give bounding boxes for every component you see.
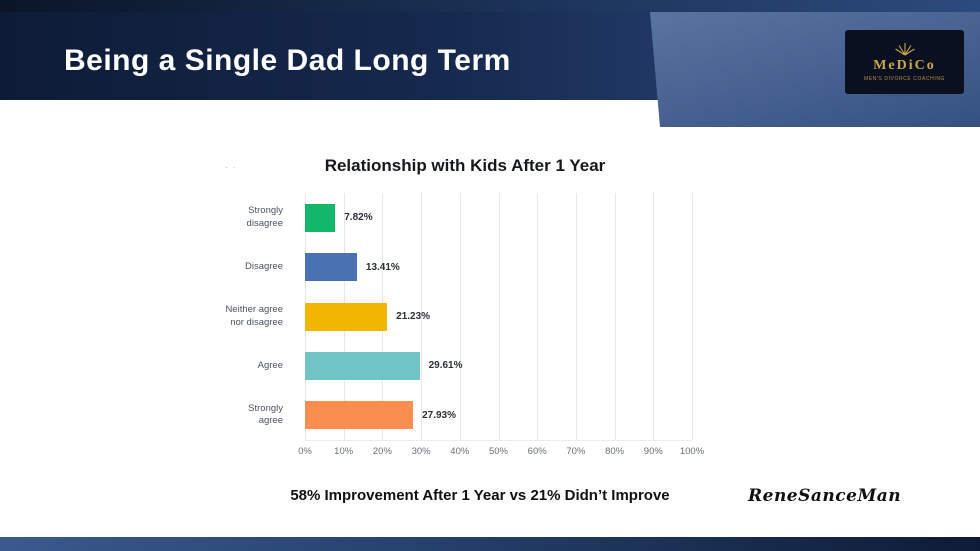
x-tick-label: 90% <box>643 446 663 457</box>
gridline <box>498 193 500 440</box>
bar-value-label: 13.41% <box>365 261 400 273</box>
gridline <box>653 193 655 440</box>
slide-title: Being a Single Dad Long Term <box>64 44 511 77</box>
bar-row: 27.93% <box>305 391 692 440</box>
top-edge-strip <box>0 0 980 12</box>
crown-icon <box>893 42 917 56</box>
category-label: Agree <box>257 359 283 371</box>
x-tick-label: 80% <box>605 446 625 457</box>
medico-logo: MeDiCo MEN'S DIVORCE COACHING <box>845 30 964 94</box>
bar-row: 13.41% <box>305 242 692 291</box>
gridline <box>692 193 693 440</box>
summary-note: 58% Improvement After 1 Year vs 21% Didn… <box>290 487 670 504</box>
logo-subtitle: MEN'S DIVORCE COACHING <box>863 75 946 82</box>
x-tick-label: 70% <box>566 446 586 457</box>
category-label: Strongly agree <box>248 402 283 427</box>
category-labels: Strongly disagree Disagree Neither agree n… <box>225 193 295 440</box>
bar-value-label: 21.23% <box>396 311 431 323</box>
bar <box>305 401 414 430</box>
gridline <box>459 193 461 440</box>
chart-title: Relationship with Kids After 1 Year <box>324 156 606 175</box>
logo-name: MeDiCo <box>873 58 936 74</box>
bar-rows: 7.82% 13.41% 21.23% 29.61% 27.93% <box>305 193 692 440</box>
x-axis: 0% 10% 20% 30% 40% 50% 60% 70% 80% 90% 100% <box>298 446 704 460</box>
gridline <box>421 193 423 440</box>
bar <box>305 302 388 331</box>
bar-chart: · · Relationship with Kids After 1 Year … <box>225 148 715 478</box>
x-tick-label: 30% <box>411 446 431 457</box>
bar-row: 21.23% <box>305 292 692 341</box>
signature: ReneSanceMan <box>748 486 902 506</box>
bar <box>305 253 357 282</box>
x-tick-label: 20% <box>372 446 392 457</box>
bar-row: 7.82% <box>305 193 692 242</box>
bar <box>305 351 420 380</box>
bar-value-label: 27.93% <box>422 409 456 421</box>
bottom-edge-strip <box>0 537 980 551</box>
x-tick-label: 50% <box>488 446 509 457</box>
bar-value-label: 29.61% <box>428 360 463 372</box>
bar-value-label: 7.82% <box>344 212 373 224</box>
category-label: Neither agree nor disagree <box>225 303 283 328</box>
gridline <box>575 193 577 440</box>
category-label: Disagree <box>244 260 283 272</box>
x-tick-label: 100% <box>679 446 705 457</box>
category-label: Strongly disagree <box>246 204 283 229</box>
x-tick-label: 10% <box>334 446 354 457</box>
x-tick-label: 60% <box>527 446 547 457</box>
x-tick-label: 40% <box>450 446 470 457</box>
x-tick-label: 0% <box>298 446 312 457</box>
bar <box>305 203 336 232</box>
gridline <box>537 193 539 440</box>
plot-area: 7.82% 13.41% 21.23% 29.61% 27.93% <box>305 193 693 441</box>
bar-row: 29.61% <box>305 341 692 390</box>
gridline <box>614 193 616 440</box>
stray-dots: · · <box>225 162 237 172</box>
